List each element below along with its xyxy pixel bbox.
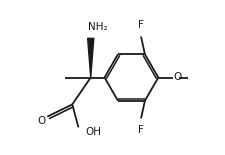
Text: F: F [137, 20, 143, 30]
Polygon shape [87, 38, 93, 78]
Text: O: O [173, 72, 181, 82]
Text: NH₂: NH₂ [88, 22, 107, 32]
Text: F: F [137, 125, 143, 135]
Text: O: O [38, 115, 46, 126]
Text: OH: OH [85, 127, 101, 137]
